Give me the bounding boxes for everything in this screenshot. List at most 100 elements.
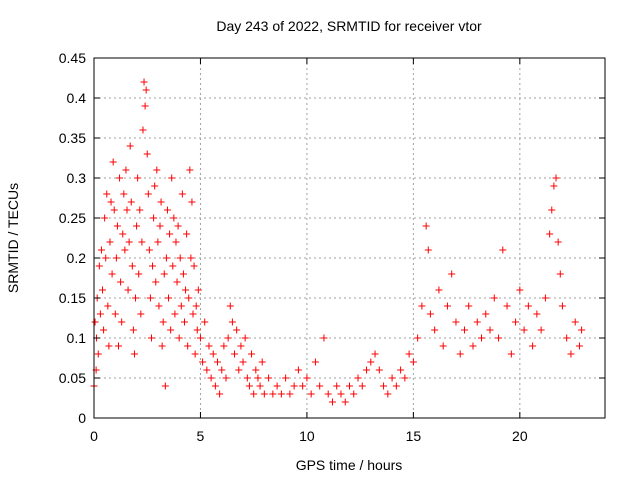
- data-point: [130, 350, 138, 358]
- data-point: [245, 382, 253, 390]
- data-point: [186, 166, 194, 174]
- data-point: [512, 318, 520, 326]
- data-point: [388, 374, 396, 382]
- data-point: [299, 382, 307, 390]
- data-point: [190, 262, 198, 270]
- y-axis-label: SRMTID / TECUs: [5, 183, 21, 293]
- data-point: [324, 390, 332, 398]
- data-point: [150, 214, 158, 222]
- data-point: [294, 366, 302, 374]
- data-point: [269, 390, 277, 398]
- data-point: [392, 382, 400, 390]
- data-point: [144, 190, 152, 198]
- data-point: [328, 398, 336, 406]
- data-point: [139, 126, 147, 134]
- data-point: [499, 246, 507, 254]
- data-point: [414, 334, 422, 342]
- data-point: [174, 222, 182, 230]
- data-point: [117, 278, 125, 286]
- data-point: [469, 342, 477, 350]
- data-point: [136, 206, 144, 214]
- data-point: [118, 318, 126, 326]
- data-point: [241, 334, 249, 342]
- data-point: [203, 366, 211, 374]
- data-point: [137, 310, 145, 318]
- data-point: [209, 350, 217, 358]
- x-tick-label: 15: [406, 428, 422, 444]
- data-point: [375, 366, 383, 374]
- data-point: [97, 246, 105, 254]
- y-tick-label: 0.15: [59, 290, 86, 306]
- data-point: [111, 310, 119, 318]
- data-point: [380, 382, 388, 390]
- data-point: [146, 294, 154, 302]
- y-tick-label: 0.45: [59, 50, 86, 66]
- data-point: [460, 326, 468, 334]
- data-point: [552, 174, 560, 182]
- data-point: [201, 318, 209, 326]
- data-point: [112, 254, 120, 262]
- data-point: [482, 310, 490, 318]
- data-point: [448, 270, 456, 278]
- data-point: [140, 78, 148, 86]
- data-point: [422, 222, 430, 230]
- grid: [94, 58, 605, 418]
- data-point: [207, 374, 215, 382]
- data-point: [120, 190, 128, 198]
- data-point: [152, 278, 160, 286]
- data-point: [184, 342, 192, 350]
- data-point: [273, 382, 281, 390]
- data-point: [578, 326, 586, 334]
- data-point: [213, 358, 221, 366]
- data-point: [100, 326, 108, 334]
- data-point: [175, 334, 183, 342]
- data-point: [311, 358, 319, 366]
- data-point: [290, 382, 298, 390]
- data-point: [129, 326, 137, 334]
- y-tick-label: 0.35: [59, 130, 86, 146]
- plot-frame: [93, 57, 606, 419]
- data-point: [252, 366, 260, 374]
- data-point: [114, 342, 122, 350]
- data-point: [102, 254, 110, 262]
- data-point: [426, 310, 434, 318]
- data-point: [135, 270, 143, 278]
- data-point: [235, 366, 243, 374]
- data-point: [473, 318, 481, 326]
- data-point: [109, 158, 117, 166]
- data-points: [90, 78, 586, 406]
- data-point: [182, 286, 190, 294]
- data-point: [180, 318, 188, 326]
- data-point: [161, 382, 169, 390]
- data-point: [431, 326, 439, 334]
- data-point: [363, 366, 371, 374]
- data-point: [228, 318, 236, 326]
- data-point: [113, 222, 121, 230]
- data-point: [224, 334, 232, 342]
- data-point: [226, 302, 234, 310]
- data-point: [166, 230, 174, 238]
- data-point: [128, 262, 136, 270]
- data-point: [105, 342, 113, 350]
- data-point: [303, 374, 311, 382]
- data-point: [156, 222, 164, 230]
- data-point: [405, 350, 413, 358]
- data-point: [119, 230, 127, 238]
- data-point: [103, 190, 111, 198]
- y-tick-label: 0.3: [67, 170, 87, 186]
- data-point: [133, 222, 141, 230]
- data-point: [173, 278, 181, 286]
- data-point: [101, 214, 109, 222]
- data-point: [132, 294, 140, 302]
- data-point: [507, 350, 515, 358]
- data-point: [341, 398, 349, 406]
- data-point: [571, 318, 579, 326]
- data-point: [183, 230, 191, 238]
- x-axis-label: GPS time / hours: [296, 457, 403, 473]
- data-point: [179, 270, 187, 278]
- data-point: [127, 198, 135, 206]
- data-point: [141, 102, 149, 110]
- data-point: [177, 302, 185, 310]
- data-point: [99, 286, 107, 294]
- data-point: [188, 198, 196, 206]
